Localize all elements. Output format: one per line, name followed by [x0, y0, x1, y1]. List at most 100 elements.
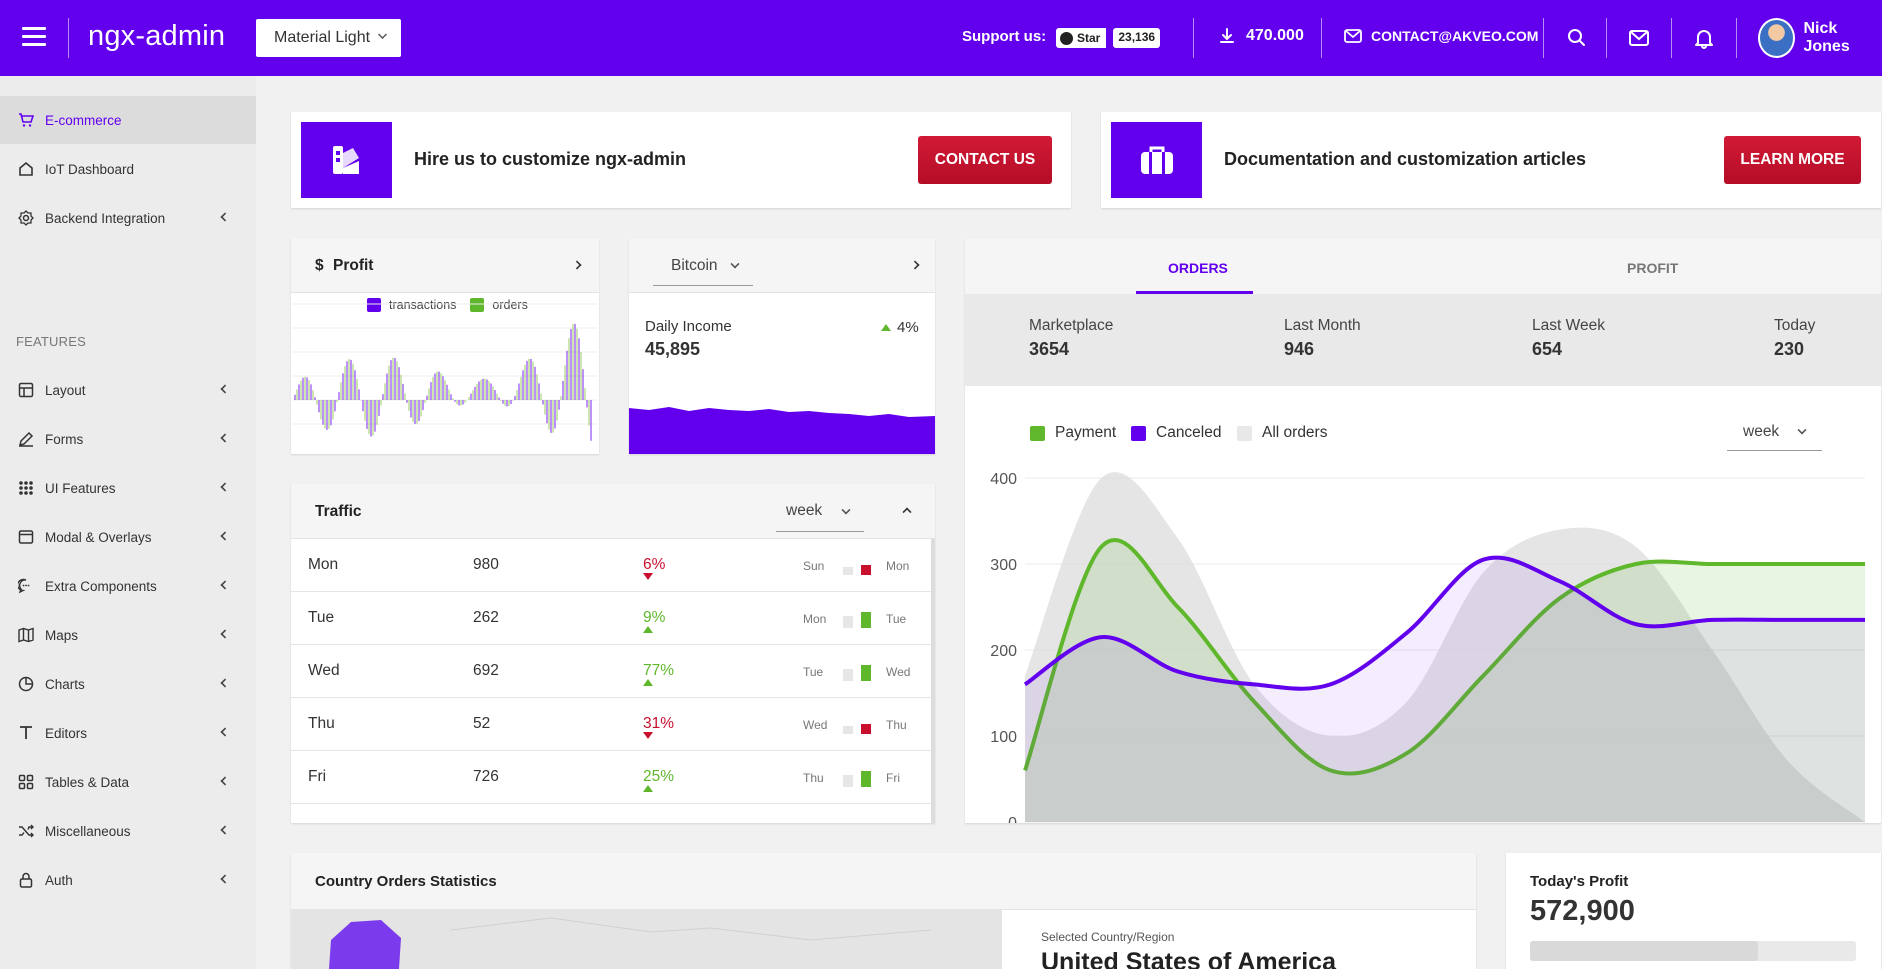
scrollbar[interactable] [931, 539, 935, 823]
bell-icon[interactable] [1693, 27, 1715, 49]
stat-label: Last Month [1284, 317, 1361, 334]
table-row: Tue 262 9% Mon Tue [291, 592, 931, 645]
profit-card-header[interactable]: $ Profit [291, 238, 599, 293]
contact-email-link[interactable]: CONTACT@AKVEO.COM [1344, 28, 1538, 44]
sidebar-item-extra-components[interactable]: Extra Components [0, 562, 256, 610]
briefcase-icon [1111, 122, 1202, 198]
traffic-list: Mon 980 6% Sun Mon Tue 262 9% Mon Tue Wed 692 77% Tue… [291, 539, 931, 823]
sidebar-item-layout[interactable]: Layout [0, 366, 256, 414]
grid-icon [17, 479, 35, 497]
github-icon [1060, 31, 1073, 45]
profit-progress-fill [1530, 941, 1759, 961]
chevron-left-icon [220, 678, 230, 688]
table-row: Wed 692 77% Tue Wed [291, 645, 931, 698]
stat-marketplace: Marketplace 3654 [1029, 317, 1113, 360]
chevron-down-icon [1797, 425, 1807, 435]
home-icon [17, 160, 35, 178]
traffic-cur-day: Wed [886, 665, 911, 679]
active-tab-indicator [1136, 291, 1253, 294]
layout-icon [17, 381, 35, 399]
sidebar-item-label: Maps [45, 627, 79, 643]
world-map [329, 917, 932, 969]
legend-swatch [470, 298, 485, 312]
chevron-left-icon [220, 825, 230, 835]
orders-period-select[interactable]: week [1727, 411, 1822, 451]
traffic-value: 262 [473, 609, 499, 626]
search-icon[interactable] [1566, 27, 1588, 49]
currency-select-value: Bitcoin [671, 256, 718, 274]
series-area-canceled [1025, 557, 1865, 822]
orders-tabs: ORDERS PROFIT [965, 238, 1881, 294]
traffic-day: Mon [308, 556, 339, 573]
legend-payment: Payment [1030, 424, 1116, 442]
contact-us-button[interactable]: CONTACT US [918, 136, 1052, 184]
chevron-left-icon [220, 727, 230, 737]
y-tick-label: 400 [990, 471, 1017, 488]
tab-orders[interactable]: ORDERS [1168, 260, 1228, 276]
shuffle-icon [17, 822, 35, 840]
traffic-card-header: Traffic week [291, 484, 935, 539]
sidebar-item-ui-features[interactable]: UI Features [0, 464, 256, 512]
currency-select[interactable]: Bitcoin [653, 246, 753, 286]
map-icon [17, 626, 35, 644]
star-count[interactable]: 23,136 [1113, 28, 1161, 48]
todays-profit-value: 572,900 [1530, 895, 1635, 927]
chevron-down-icon [841, 505, 851, 515]
sidebar-item-label: Backend Integration [45, 210, 166, 226]
tab-profit[interactable]: PROFIT [1627, 260, 1679, 276]
user-menu[interactable]: Nick Jones [1758, 18, 1882, 58]
sidebar-item-backend-integration[interactable]: Backend Integration [0, 194, 256, 242]
hire-us-card: Hire us to customize ngx-admin CONTACT U… [291, 112, 1071, 208]
sidebar-item-iot-dashboard[interactable]: IoT Dashboard [0, 145, 256, 193]
mini-bar-prev [843, 616, 853, 628]
traffic-value: 692 [473, 662, 499, 679]
chevron-up-icon[interactable] [902, 507, 912, 517]
traffic-delta: 25% [643, 768, 674, 792]
app-logo[interactable]: ngx-admin [88, 20, 226, 52]
sidebar-item-auth[interactable]: Auth [0, 856, 256, 904]
sidebar-item-tables-data[interactable]: Tables & Data [0, 758, 256, 806]
daily-income-value: 45,895 [645, 339, 701, 359]
edit-icon [17, 430, 35, 448]
period-select[interactable]: week [776, 492, 864, 532]
downloads-link[interactable]: 470.000 [1218, 27, 1304, 45]
legend-all-orders: All orders [1237, 424, 1327, 442]
github-star-widget[interactable]: Star 23,136 [1056, 28, 1161, 48]
arrow-up-icon [643, 626, 653, 633]
stat-label: Last Week [1532, 317, 1605, 334]
theme-select[interactable]: Material Light [256, 19, 401, 57]
mail-icon [1344, 29, 1362, 43]
stat-value: 3654 [1029, 339, 1070, 359]
avatar[interactable] [1758, 18, 1796, 58]
grid-small-icon [17, 773, 35, 791]
sidebar-item-charts[interactable]: Charts [0, 660, 256, 708]
traffic-cur-day: Tue [886, 612, 907, 626]
chevron-right-icon[interactable] [910, 260, 920, 270]
sidebar-item-maps[interactable]: Maps [0, 611, 256, 659]
sidebar: E-commerce IoT Dashboard Backend Integra… [0, 76, 256, 969]
stat-label: Today [1774, 317, 1816, 334]
arrow-down-icon [643, 573, 653, 580]
legend-canceled: Canceled [1131, 424, 1222, 442]
country-map[interactable] [291, 910, 1002, 969]
sidebar-item-editors[interactable]: Editors [0, 709, 256, 757]
sidebar-item-e-commerce[interactable]: E-commerce [0, 96, 256, 144]
legend-label: orders [492, 298, 528, 312]
traffic-cur-day: Mon [886, 559, 910, 573]
sidebar-item-modal-overlays[interactable]: Modal & Overlays [0, 513, 256, 561]
menu-toggle-icon[interactable] [22, 27, 46, 47]
mail-icon[interactable] [1628, 27, 1650, 49]
legend-label: Canceled [1156, 424, 1222, 441]
chevron-right-icon[interactable] [572, 260, 582, 270]
contact-email: CONTACT@AKVEO.COM [1371, 28, 1539, 44]
income-change-value: 4% [897, 319, 919, 336]
selected-country-value: United States of America [1041, 948, 1336, 969]
learn-more-button[interactable]: LEARN MORE [1724, 136, 1861, 184]
chevron-left-icon [220, 531, 230, 541]
sidebar-item-forms[interactable]: Forms [0, 415, 256, 463]
github-star-button[interactable]: Star [1056, 28, 1107, 48]
legend-label: Payment [1055, 424, 1117, 441]
stat-value: 230 [1774, 339, 1805, 359]
sidebar-item-miscellaneous[interactable]: Miscellaneous [0, 807, 256, 855]
y-tick-label: 0 [1008, 815, 1017, 823]
